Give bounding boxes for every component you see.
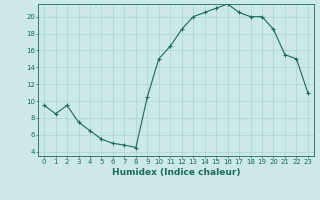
X-axis label: Humidex (Indice chaleur): Humidex (Indice chaleur) — [112, 168, 240, 177]
